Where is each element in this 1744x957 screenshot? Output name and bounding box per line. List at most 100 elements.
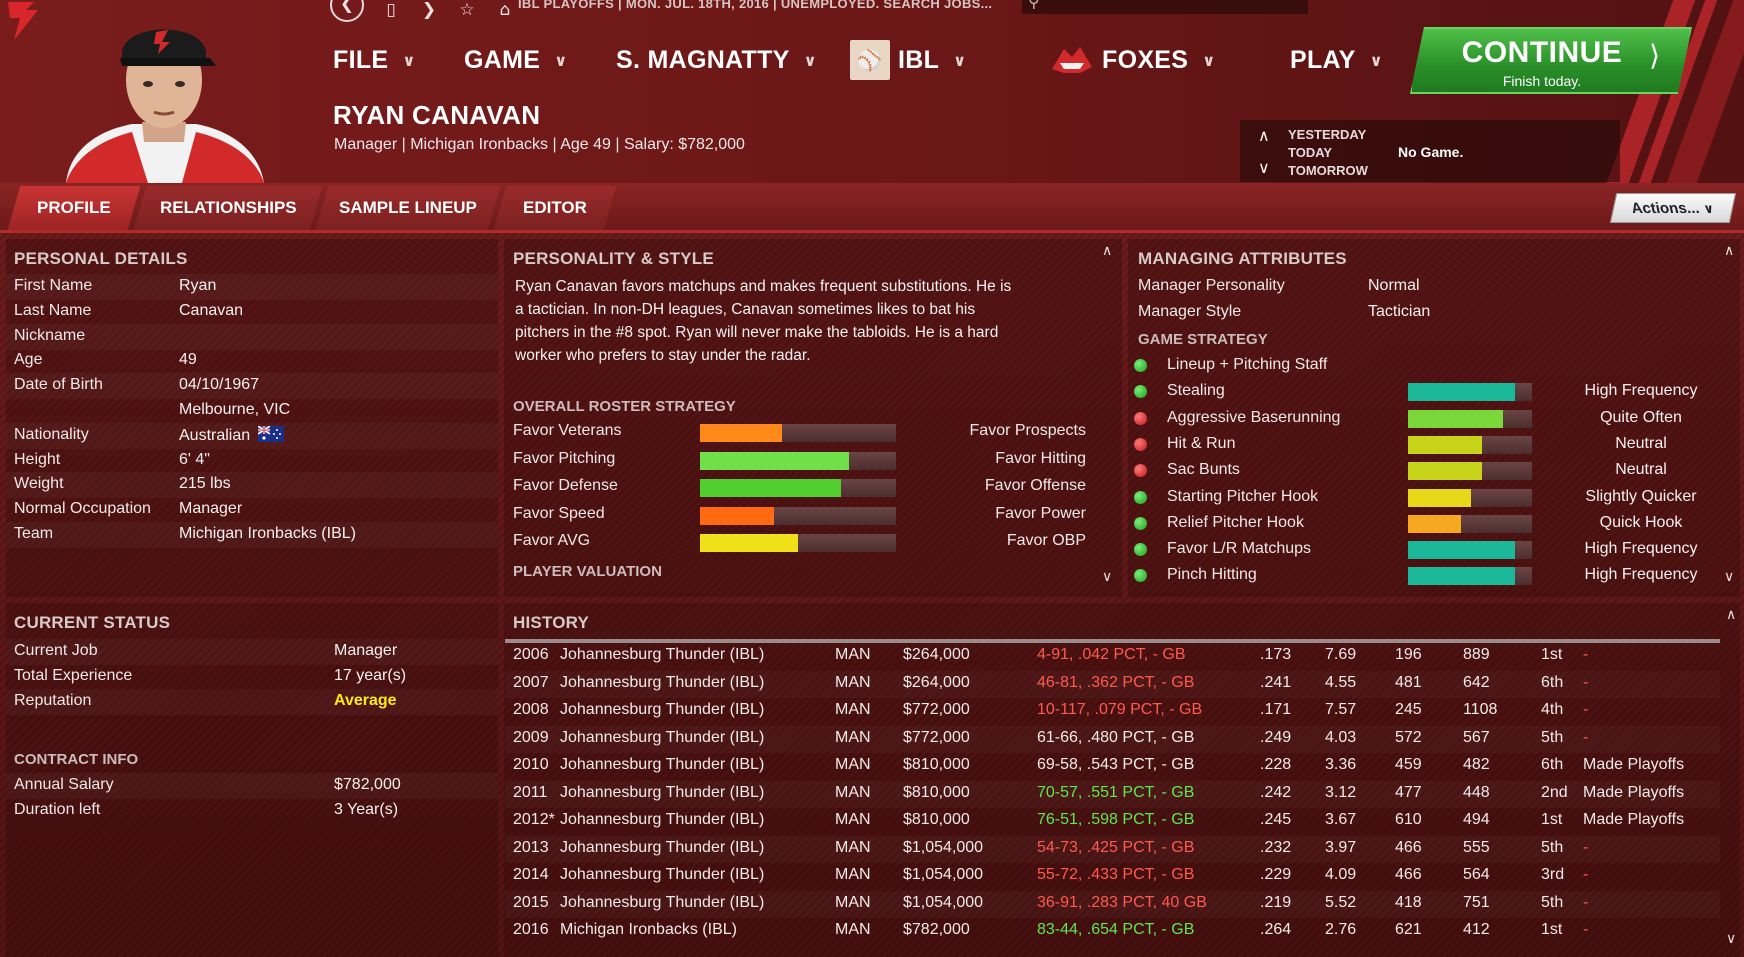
history-era: 3.97 — [1325, 838, 1357, 856]
chevron-up-icon[interactable]: ∧ — [1258, 126, 1270, 145]
tab-profile[interactable]: PROFILE — [7, 186, 141, 230]
manager-info: Manager | Michigan Ironbacks | Age 49 | … — [334, 136, 745, 153]
history-year: 2015 — [513, 893, 549, 911]
app-logo-icon[interactable] — [4, 0, 44, 44]
table-row[interactable]: 2008 Johannesburg Thunder (IBL) MAN $772,00… — [505, 698, 1720, 725]
table-row[interactable]: 2006 Johannesburg Thunder (IBL) MAN $264,00… — [505, 643, 1720, 670]
history-position: MAN — [835, 728, 871, 746]
header: ❮ ▯ ❯ ☆ ⌂ IBL PLAYOFFS | MON. JUL. 18TH,… — [0, 0, 1744, 183]
search-input[interactable]: ⚲ — [1022, 0, 1308, 14]
detail-value: Canavan — [179, 301, 244, 319]
contract-value: 3 Year(s) — [334, 800, 399, 818]
menu-league[interactable]: ⚾ IBL ∨ — [850, 40, 966, 80]
detail-label: Nickname — [14, 326, 86, 344]
chevron-up-icon[interactable]: ∧ — [1102, 243, 1113, 259]
history-result: - — [1583, 701, 1589, 718]
tab-relationships-label: RELATIONSHIPS — [159, 198, 297, 217]
tab-editor[interactable]: EDITOR — [493, 186, 617, 230]
back-icon[interactable]: ❮ — [330, 0, 364, 22]
actions-label: Actions... — [1629, 200, 1701, 217]
strategy-bar — [1408, 541, 1532, 560]
forward-icon[interactable]: ❯ — [421, 0, 437, 20]
table-row[interactable]: 2010 Johannesburg Thunder (IBL) MAN $810,00… — [505, 753, 1720, 780]
table-row[interactable]: 2011 Johannesburg Thunder (IBL) MAN $810,00… — [505, 781, 1720, 808]
status-dot-icon — [1134, 411, 1147, 425]
detail-value: Melbourne, VIC — [179, 401, 291, 418]
chevron-up-icon[interactable]: ∧ — [1724, 243, 1735, 259]
chevron-down-icon[interactable]: ∨ — [1102, 569, 1113, 585]
history-team: Johannesburg Thunder (IBL) — [560, 756, 765, 773]
document-icon[interactable]: ▯ — [386, 0, 396, 20]
history-team: Johannesburg Thunder (IBL) — [560, 728, 765, 746]
tab-sample-lineup[interactable]: SAMPLE LINEUP — [315, 186, 501, 230]
strategy-bar-fill — [1408, 462, 1482, 481]
strategy-label: Stealing — [1167, 382, 1225, 400]
status-dot-icon — [1134, 385, 1147, 399]
history-avg: .264 — [1260, 921, 1292, 938]
yesterday-link[interactable]: YESTERDAY — [1288, 127, 1367, 142]
chevron-down-icon: ∨ — [1701, 202, 1716, 217]
chevron-down-icon[interactable]: ∨ — [1726, 931, 1737, 947]
home-icon[interactable]: ⌂ — [499, 0, 511, 20]
chevron-up-icon[interactable]: ∧ — [1726, 607, 1737, 623]
detail-label: Weight — [14, 475, 64, 493]
menu-league-label: IBL — [898, 45, 940, 74]
chevron-down-icon[interactable]: ∨ — [1724, 569, 1735, 585]
history-record: 54-73, .425 PCT, - GB — [1037, 838, 1195, 856]
table-row[interactable]: 2009 Johannesburg Thunder (IBL) MAN $772,00… — [505, 726, 1720, 753]
history-record: 4-91, .042 PCT, - GB — [1037, 646, 1186, 663]
history-avg: .219 — [1260, 893, 1292, 911]
history-place: 6th — [1541, 756, 1564, 773]
menu-manager[interactable]: S. MAGNATTY ∨ — [616, 42, 817, 78]
continue-button[interactable]: CONTINUE Finish today. ⟩ — [1410, 27, 1692, 94]
history-avg: .171 — [1260, 701, 1292, 718]
tomorrow-link[interactable]: TOMORROW — [1288, 163, 1368, 178]
search-icon[interactable]: ⚲ — [1028, 0, 1040, 11]
history-place: 5th — [1541, 838, 1564, 856]
history-result: Made Playoffs — [1583, 811, 1685, 828]
table-row[interactable]: 2007 Johannesburg Thunder (IBL) MAN $264,00… — [505, 671, 1720, 698]
roster-strategy-bar — [700, 479, 896, 497]
menu-game[interactable]: GAME ∨ — [464, 42, 568, 78]
history-avg: .229 — [1260, 866, 1292, 883]
table-row[interactable]: 2013 Johannesburg Thunder (IBL) MAN $1,054,… — [505, 836, 1720, 863]
player-valuation-title: PLAYER VALUATION — [513, 563, 662, 580]
table-row[interactable]: 2012* Johannesburg Thunder (IBL) MAN $810,0… — [505, 808, 1720, 835]
contract-label: Duration left — [14, 800, 101, 818]
today-link[interactable]: TODAY — [1288, 145, 1333, 160]
history-year: 2016 — [513, 921, 549, 938]
history-position: MAN — [835, 811, 871, 828]
history-salary: $810,000 — [903, 783, 970, 801]
menu-file[interactable]: FILE ∨ — [333, 42, 416, 78]
table-row[interactable]: 2015 Johannesburg Thunder (IBL) MAN $1,054,… — [505, 891, 1720, 918]
roster-left-label: Favor Defense — [513, 477, 618, 494]
chevron-down-icon[interactable]: ∨ — [1258, 158, 1270, 177]
star-icon[interactable]: ☆ — [459, 0, 475, 20]
detail-value: 04/10/1967 — [179, 376, 260, 394]
strategy-bar — [1408, 383, 1532, 402]
menu-team[interactable]: FOXES ∨ — [1050, 42, 1216, 78]
history-place: 1st — [1541, 811, 1563, 828]
history-position: MAN — [835, 783, 871, 801]
chevron-down-icon: ∨ — [1202, 50, 1216, 70]
strategy-bar-fill — [1408, 383, 1515, 402]
history-era: 3.12 — [1325, 783, 1357, 801]
roster-right-label: Favor Power — [995, 504, 1086, 522]
table-row[interactable]: 2014 Johannesburg Thunder (IBL) MAN $1,054,… — [505, 863, 1720, 890]
history-era: 3.67 — [1325, 811, 1357, 828]
tab-relationships[interactable]: RELATIONSHIPS — [133, 186, 323, 230]
history-era: 7.69 — [1325, 646, 1357, 663]
game-strategy-title: GAME STRATEGY — [1138, 331, 1268, 348]
history-runs-scored: 481 — [1395, 673, 1422, 691]
history-era: 5.52 — [1325, 893, 1357, 911]
actions-dropdown[interactable]: Actions... ∨ — [1609, 193, 1737, 223]
history-position: MAN — [835, 646, 871, 663]
history-place: 6th — [1541, 673, 1564, 691]
history-team: Johannesburg Thunder (IBL) — [560, 811, 765, 828]
status-line[interactable]: IBL PLAYOFFS | MON. JUL. 18TH, 2016 | UN… — [518, 0, 993, 11]
status-label: Reputation — [14, 691, 92, 709]
menu-play[interactable]: PLAY ∨ — [1290, 42, 1383, 78]
detail-label: Last Name — [14, 301, 92, 319]
status-dot-icon — [1134, 516, 1147, 530]
table-row[interactable]: 2016 Michigan Ironbacks (IBL) MAN $782,000 8… — [505, 918, 1720, 945]
